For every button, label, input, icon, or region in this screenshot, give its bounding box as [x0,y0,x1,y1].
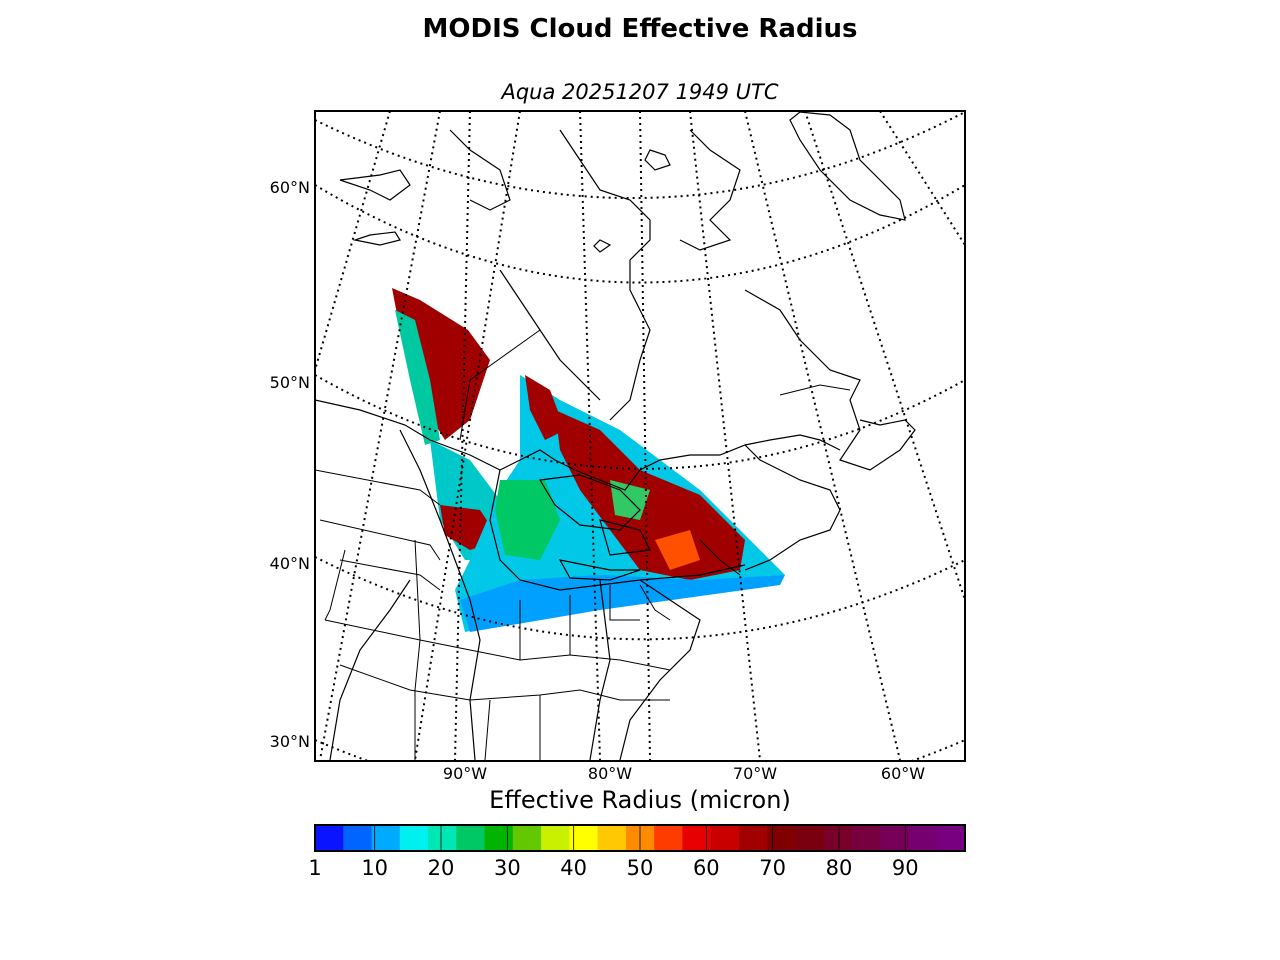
swath-blue-south [460,575,785,632]
colorbar-segment [512,825,542,851]
colorbar-segment [908,825,938,851]
colorbar-segment [541,825,570,851]
colorbar [314,825,966,851]
colorbar-segment [484,825,514,851]
colorbar-segment [428,825,457,851]
colorbar-segment [654,825,683,851]
swath-main-red [555,410,745,580]
lon-label-60w: 60°W [880,764,926,783]
swath-red-north-2 [525,375,565,440]
colorbar-tick-label: 70 [759,856,786,880]
colorbar-segment [371,825,401,851]
swath-north-strip-green [395,310,440,445]
colorbar-tick-label: 10 [361,856,389,880]
lon-label-70w: 70°W [732,764,778,783]
colorbar-title: Effective Radius (micron) [489,786,791,814]
graticule [315,111,965,761]
colorbar-segment [710,825,740,851]
colorbar-tick-label: 90 [891,856,919,880]
colorbar-tick-label: 20 [427,856,455,880]
colorbar-segment [456,825,486,851]
colorbar-segment [936,825,966,851]
colorbar-tick-label: 40 [560,856,588,880]
colorbar-segment [795,825,825,851]
lon-label-90w: 90°W [442,764,488,783]
colorbar-segment [569,825,599,851]
lon-label-80w: 80°W [587,764,633,783]
modis-swath [392,288,785,632]
colorbar-segment [767,825,797,851]
colorbar-segment [597,825,627,851]
colorbar-tick-label: 60 [692,856,720,880]
colorbar-segment [315,825,344,851]
chart-title: MODIS Cloud Effective Radius [422,14,858,44]
colorbar-segment [343,825,373,851]
lat-label-40n: 40°N [269,554,310,573]
state-borders [315,329,851,761]
lat-label-30n: 30°N [269,732,310,751]
lat-label-50n: 50°N [269,373,310,392]
colorbar-tick-label: 30 [493,856,521,880]
colorbar-segment [880,825,910,851]
lat-label-60n: 60°N [269,178,310,197]
swath-green-area [495,480,560,560]
chart-subtitle: Aqua 20251207 1949 UTC [501,80,779,104]
colorbar-tick-label: 50 [626,856,654,880]
swath-orange-bits [655,530,700,570]
colorbar-segment [738,825,768,851]
map-frame [314,110,966,762]
colorbar-segment [682,825,712,851]
coastlines [315,111,916,761]
colorbar-frame [314,824,966,852]
colorbar-tick-label: 80 [825,856,853,880]
colorbar-tick-label: 1 [308,856,322,880]
colorbar-segment [823,825,853,851]
colorbar-segment [399,825,429,851]
colorbar-segment [851,825,881,851]
